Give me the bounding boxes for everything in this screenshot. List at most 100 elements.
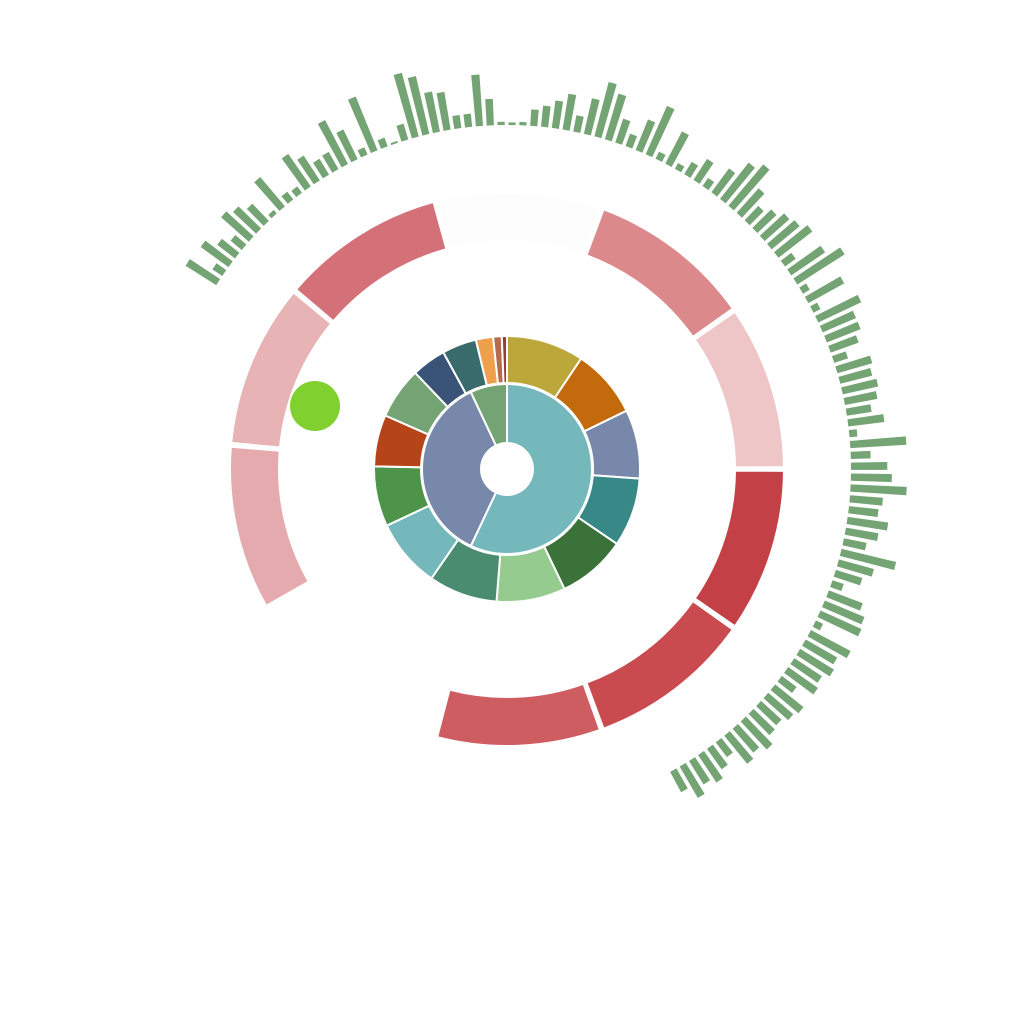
- bar-ring-bar-100: [796, 648, 834, 677]
- bar-ring-bar-28: [452, 114, 462, 130]
- bar-ring-bar-8: [246, 203, 269, 226]
- bar-ring-bar-60: [767, 220, 800, 250]
- bar-ring-bar-38: [562, 93, 577, 131]
- bar-ring-bar-110: [724, 731, 754, 764]
- bar-ring-bar-113: [698, 751, 723, 783]
- bar-ring-bar-64: [793, 247, 845, 285]
- bar-ring-bar-77: [845, 404, 872, 416]
- bar-ring-bar-40: [583, 98, 600, 136]
- outer-ring-segment-5: [585, 208, 735, 339]
- bar-ring-bar-115: [679, 762, 705, 798]
- bar-ring-bar-35: [530, 109, 539, 127]
- bar-ring-bar-116: [670, 768, 688, 793]
- inner-ring-segment-2: [421, 390, 498, 548]
- bar-ring-bar-4: [217, 238, 240, 259]
- bar-ring-bar-13: [281, 153, 311, 191]
- bar-ring-bar-107: [748, 708, 775, 736]
- bar-ring-bar-90: [839, 548, 897, 571]
- bar-ring-bar-3: [200, 240, 233, 268]
- bar-ring-bar-27: [436, 91, 451, 131]
- bar-ring-bar-83: [850, 473, 892, 483]
- bar-ring-bar-16: [322, 151, 339, 173]
- bar-ring-bar-54: [720, 162, 755, 204]
- bar-ring-bar-63: [787, 245, 826, 276]
- bar-ring-bar-89: [842, 538, 867, 551]
- bar-ring-bar-30: [471, 74, 484, 127]
- bar-ring-bar-104: [770, 684, 804, 714]
- outer-ring: [229, 191, 785, 747]
- bar-ring: [185, 72, 907, 798]
- bar-ring-bar-80: [849, 436, 907, 449]
- bar-ring-bar-81: [850, 450, 871, 459]
- bar-ring-bar-91: [836, 559, 874, 577]
- bar-ring-bar-99: [802, 639, 838, 665]
- bar-ring-bar-18: [336, 129, 358, 163]
- bar-ring-bar-32: [497, 121, 505, 126]
- outer-ring-segment-8: [585, 599, 735, 730]
- bar-ring-bar-10: [254, 177, 285, 211]
- bar-ring-bar-36: [540, 105, 551, 128]
- bar-ring-bar-21: [377, 137, 388, 149]
- bar-ring-bar-53: [711, 168, 736, 197]
- bar-ring-bar-41: [594, 82, 617, 139]
- bar-ring-bar-14: [297, 155, 320, 185]
- bar-ring-bar-94: [826, 590, 863, 611]
- bar-ring-bar-74: [838, 368, 873, 384]
- bar-ring-bar-79: [848, 429, 858, 438]
- bar-ring-bar-7: [233, 206, 262, 234]
- marker-layer: [290, 381, 340, 431]
- bar-ring-bar-69: [819, 310, 857, 333]
- bar-ring-bar-2: [212, 263, 227, 277]
- inner-ring-segment-1: [469, 382, 593, 555]
- bar-ring-bar-111: [715, 738, 733, 758]
- bar-ring-bar-82: [850, 462, 888, 470]
- bar-ring-bar-11: [281, 191, 294, 204]
- bar-ring-bar-20: [347, 96, 378, 154]
- bar-ring-bar-95: [822, 600, 865, 625]
- outer-ring-segment-2: [230, 291, 333, 449]
- bar-ring-bar-106: [756, 700, 782, 726]
- bar-ring-bar-114: [688, 757, 711, 785]
- bar-ring-bar-52: [702, 177, 715, 191]
- bar-ring-bar-102: [784, 667, 818, 695]
- bar-ring-bar-1: [185, 259, 221, 286]
- bar-ring-bar-17: [317, 120, 348, 168]
- bar-ring-bar-12: [291, 186, 302, 198]
- bar-ring-bar-29: [463, 113, 473, 128]
- bar-ring-bar-71: [828, 335, 859, 353]
- bar-ring-bar-78: [847, 414, 885, 427]
- bar-ring-bar-39: [573, 115, 584, 133]
- bar-ring-bar-87: [846, 516, 889, 531]
- inner-ring-segment-3: [469, 382, 508, 447]
- outer-ring-segment-1: [229, 445, 311, 608]
- bar-ring-bar-19: [357, 147, 368, 158]
- bar-ring-bar-66: [804, 276, 845, 304]
- middle-ring: [373, 334, 641, 603]
- bar-ring-bar-25: [407, 76, 430, 136]
- outer-ring-segment-9: [435, 682, 602, 747]
- bar-ring-bar-37: [551, 100, 564, 129]
- bar-ring-bar-84: [850, 484, 907, 496]
- bar-ring-bar-109: [732, 723, 760, 753]
- bar-ring-bar-68: [815, 294, 862, 323]
- bar-ring-bar-43: [615, 118, 631, 145]
- bar-ring-bar-5: [230, 235, 247, 250]
- bar-ring-bar-23: [396, 123, 409, 142]
- bar-ring-bar-75: [841, 378, 879, 395]
- bar-ring-bar-48: [665, 131, 689, 167]
- outer-ring-segment-7: [693, 469, 785, 628]
- bar-ring-bar-57: [744, 205, 764, 226]
- outer-ring-segment-4: [435, 191, 602, 256]
- bar-ring-bar-49: [674, 162, 685, 173]
- bar-ring-bar-46: [645, 105, 675, 158]
- bar-ring-bar-58: [752, 209, 777, 234]
- bar-ring-bar-93: [830, 580, 844, 592]
- marker-dot: [290, 381, 340, 431]
- bar-ring-bar-44: [625, 133, 638, 149]
- bar-ring-bar-105: [763, 692, 794, 721]
- bar-ring-bar-65: [799, 283, 810, 294]
- bar-ring-bar-26: [424, 91, 440, 134]
- outer-ring-segment-3: [294, 200, 448, 323]
